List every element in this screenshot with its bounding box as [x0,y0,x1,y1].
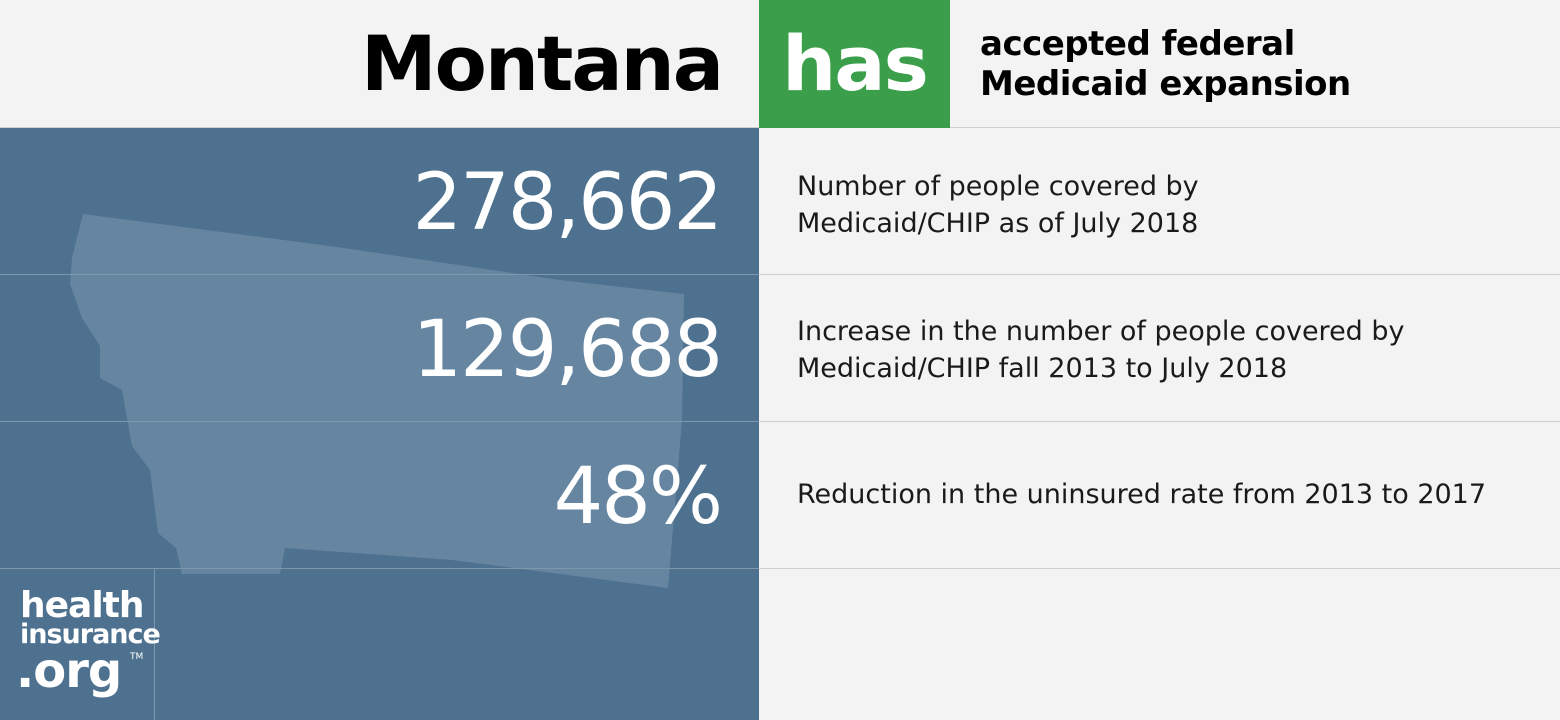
row-divider [759,274,1560,275]
status-label: has [782,19,929,108]
row-divider [759,421,1560,422]
desc-line: Increase in the number of people covered… [797,316,1405,347]
state-title: Montana [361,19,724,108]
logo-insurance: insurance [20,619,161,650]
montana-map-icon [70,214,684,588]
row-divider [0,421,759,422]
stat-desc-reduction: Reduction in the uninsured rate from 201… [797,476,1537,513]
stats-description-panel: Number of people covered by Medicaid/CHI… [759,128,1560,720]
expansion-status-text: accepted federal Medicaid expansion [980,24,1400,104]
healthinsurance-logo: health insurance .org TM [0,568,161,720]
stat-value-increase: 129,688 [412,305,723,395]
stat-value-covered: 278,662 [412,158,723,248]
row-divider [759,568,1560,569]
desc-line: Reduction in the uninsured rate from 201… [797,479,1487,510]
stat-value-reduction: 48% [553,452,723,542]
trademark-mark: TM [130,652,144,662]
expansion-line-2: Medicaid expansion [980,64,1351,104]
desc-line: Medicaid/CHIP as of July 2018 [797,208,1199,239]
row-divider [0,568,759,569]
stat-desc-increase: Increase in the number of people covered… [797,313,1537,387]
stats-value-panel: 278,662 129,688 48% [0,128,759,720]
stat-desc-covered: Number of people covered by Medicaid/CHI… [797,168,1537,242]
desc-line: Medicaid/CHIP fall 2013 to July 2018 [797,353,1288,384]
status-badge: has [759,0,950,128]
expansion-line-1: accepted federal [980,24,1295,64]
row-divider [0,274,759,275]
header: Montana has accepted federal Medicaid ex… [0,0,1560,128]
desc-line: Number of people covered by [797,171,1199,202]
logo-org: .org [16,643,122,699]
logo-health: health [20,585,145,626]
